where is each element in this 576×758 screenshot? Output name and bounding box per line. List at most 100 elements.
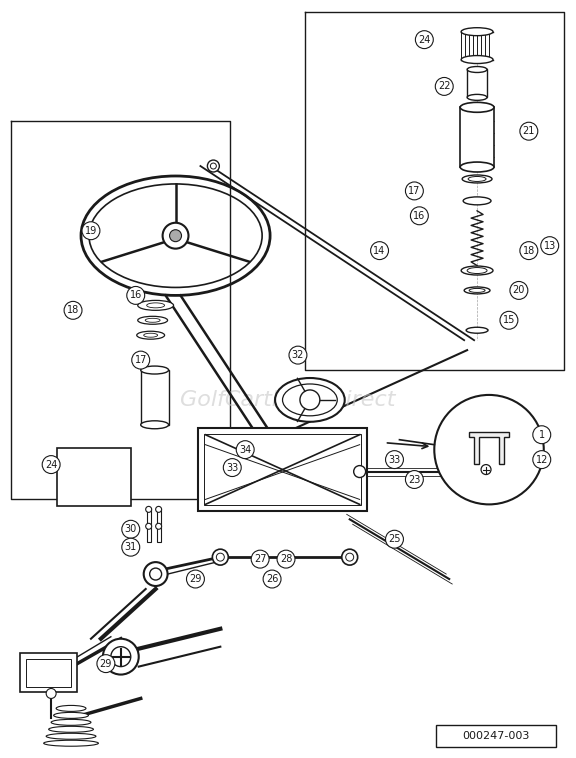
Circle shape: [236, 440, 254, 459]
Ellipse shape: [464, 287, 490, 294]
Text: 17: 17: [408, 186, 420, 196]
Circle shape: [156, 523, 162, 529]
FancyBboxPatch shape: [20, 653, 77, 693]
Text: 31: 31: [124, 542, 137, 552]
Text: 20: 20: [513, 286, 525, 296]
FancyBboxPatch shape: [26, 659, 71, 687]
Circle shape: [435, 77, 453, 96]
Ellipse shape: [467, 268, 487, 274]
Circle shape: [354, 465, 366, 478]
Circle shape: [500, 312, 518, 329]
Text: 23: 23: [408, 475, 420, 484]
Text: 28: 28: [280, 554, 292, 564]
Circle shape: [64, 302, 82, 319]
Circle shape: [146, 523, 151, 529]
Ellipse shape: [461, 55, 493, 64]
Ellipse shape: [282, 384, 338, 416]
Ellipse shape: [461, 28, 493, 36]
FancyBboxPatch shape: [199, 428, 366, 512]
Ellipse shape: [51, 719, 91, 725]
Circle shape: [411, 207, 429, 225]
Circle shape: [370, 242, 389, 259]
Ellipse shape: [145, 318, 160, 322]
FancyBboxPatch shape: [204, 434, 361, 506]
Text: 33: 33: [388, 455, 401, 465]
Text: 15: 15: [503, 315, 515, 325]
Circle shape: [82, 222, 100, 240]
FancyBboxPatch shape: [57, 448, 131, 506]
Circle shape: [132, 351, 150, 369]
FancyBboxPatch shape: [141, 370, 169, 424]
Text: 17: 17: [135, 355, 147, 365]
Text: 16: 16: [130, 290, 142, 300]
Ellipse shape: [462, 175, 492, 183]
Text: 19: 19: [85, 226, 97, 236]
Ellipse shape: [467, 95, 487, 100]
Text: 33: 33: [226, 462, 238, 472]
FancyBboxPatch shape: [157, 526, 161, 542]
Circle shape: [541, 236, 559, 255]
Circle shape: [207, 160, 219, 172]
Ellipse shape: [147, 303, 165, 308]
Circle shape: [251, 550, 269, 568]
FancyBboxPatch shape: [147, 509, 151, 525]
Ellipse shape: [275, 378, 344, 421]
Ellipse shape: [460, 162, 494, 172]
Ellipse shape: [467, 67, 487, 73]
Circle shape: [342, 550, 358, 565]
Text: 18: 18: [67, 305, 79, 315]
Circle shape: [300, 390, 320, 410]
Circle shape: [156, 506, 162, 512]
Circle shape: [406, 471, 423, 488]
Circle shape: [533, 451, 551, 468]
Circle shape: [223, 459, 241, 477]
Ellipse shape: [56, 706, 86, 712]
Circle shape: [415, 30, 433, 49]
Circle shape: [146, 506, 151, 512]
Ellipse shape: [463, 197, 491, 205]
Circle shape: [385, 531, 403, 548]
Ellipse shape: [460, 102, 494, 112]
Circle shape: [103, 639, 139, 675]
Circle shape: [385, 451, 403, 468]
Text: 25: 25: [388, 534, 401, 544]
Text: 27: 27: [254, 554, 266, 564]
Circle shape: [481, 465, 491, 475]
Circle shape: [46, 688, 56, 698]
Circle shape: [42, 456, 60, 474]
Ellipse shape: [468, 177, 486, 181]
Circle shape: [97, 655, 115, 672]
Text: 14: 14: [373, 246, 386, 255]
Ellipse shape: [48, 726, 93, 732]
Text: 16: 16: [413, 211, 426, 221]
FancyBboxPatch shape: [436, 725, 556, 747]
Circle shape: [434, 395, 544, 504]
Circle shape: [520, 242, 538, 259]
Circle shape: [187, 570, 204, 588]
Circle shape: [169, 230, 181, 242]
Circle shape: [263, 570, 281, 588]
Ellipse shape: [54, 713, 89, 719]
FancyBboxPatch shape: [157, 509, 161, 525]
Text: 21: 21: [522, 126, 535, 136]
Circle shape: [162, 223, 188, 249]
Circle shape: [277, 550, 295, 568]
Text: 12: 12: [536, 455, 548, 465]
Circle shape: [520, 122, 538, 140]
FancyBboxPatch shape: [147, 526, 151, 542]
Circle shape: [122, 538, 140, 556]
Circle shape: [122, 520, 140, 538]
Ellipse shape: [469, 289, 485, 293]
Text: 1: 1: [539, 430, 545, 440]
Ellipse shape: [461, 266, 493, 275]
Text: 24: 24: [45, 459, 58, 470]
Circle shape: [289, 346, 307, 364]
Ellipse shape: [138, 316, 168, 324]
Ellipse shape: [46, 733, 96, 739]
Ellipse shape: [137, 331, 165, 339]
Text: 24: 24: [418, 35, 430, 45]
Ellipse shape: [141, 421, 169, 429]
Text: GolfCartPartsDirect: GolfCartPartsDirect: [180, 390, 396, 410]
Circle shape: [213, 550, 228, 565]
Polygon shape: [469, 432, 509, 464]
